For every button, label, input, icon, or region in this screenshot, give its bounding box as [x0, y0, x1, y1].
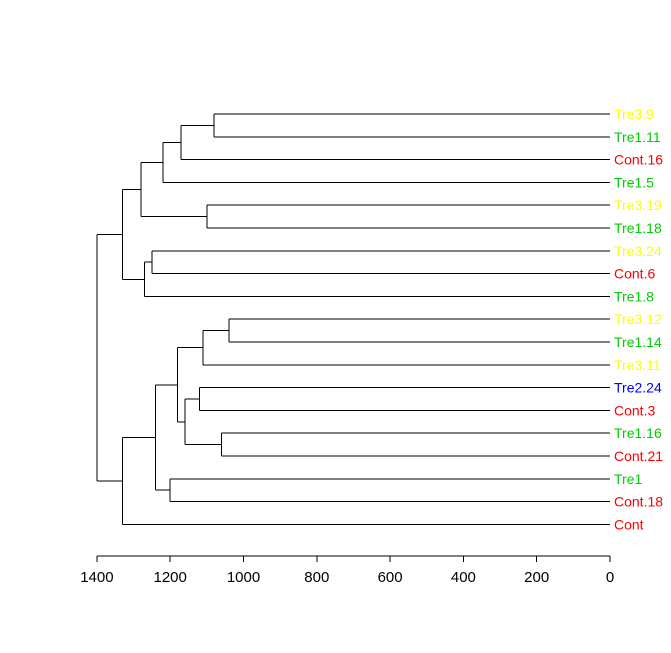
leaf-label: Tre1.16 — [614, 425, 662, 441]
leaf-label: Tre1.18 — [614, 220, 662, 236]
leaf-label: Tre3.11 — [614, 357, 661, 373]
leaf-label: Tre1.11 — [614, 129, 661, 145]
x-axis-tick-label: 1000 — [227, 569, 260, 586]
leaf-label: Tre1.5 — [614, 174, 654, 190]
dendrogram-branches — [96, 113, 610, 525]
x-axis: 1400 1200 1000 800 600 400 200 0 — [80, 555, 614, 586]
x-axis-tick-label: 200 — [524, 569, 549, 586]
leaf-label: Tre3.9 — [614, 106, 654, 122]
leaf-label: Tre1 — [614, 471, 642, 487]
x-axis-tick-label: 400 — [451, 569, 476, 586]
x-axis-tick-label: 1200 — [154, 569, 187, 586]
x-axis-tick-label: 0 — [606, 569, 614, 586]
leaf-label: Cont.21 — [614, 448, 663, 464]
leaf-label: Cont.18 — [614, 494, 663, 510]
leaf-label: Cont.3 — [614, 402, 655, 418]
x-axis-tick-label: 1400 — [80, 569, 113, 586]
x-axis-tick-label: 600 — [378, 569, 403, 586]
leaf-label: Tre3.12 — [614, 311, 662, 327]
leaf-label: Tre2.24 — [614, 380, 662, 396]
leaf-label: Tre3.24 — [614, 243, 662, 259]
leaf-label: Tre3.19 — [614, 197, 662, 213]
leaf-label: Cont — [614, 516, 644, 532]
x-axis-tick-label: 800 — [304, 569, 329, 586]
leaf-label: Cont.16 — [614, 152, 663, 168]
leaf-label: Tre1.14 — [614, 334, 662, 350]
leaf-label: Tre1.8 — [614, 288, 654, 304]
leaf-labels: Tre3.9 Tre1.11 Cont.16 Tre1.5 Tre3.19 Tre1.18… — [614, 106, 663, 532]
leaf-label: Cont.6 — [614, 266, 655, 282]
